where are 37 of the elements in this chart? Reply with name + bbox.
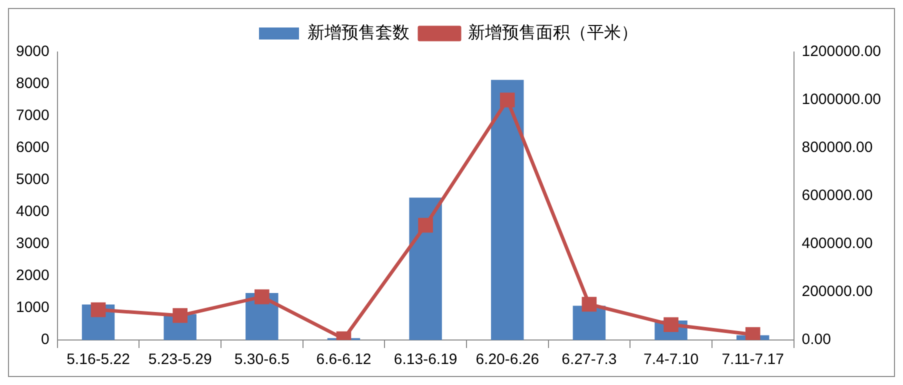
y-tick-label: 0	[41, 331, 50, 348]
point	[500, 92, 515, 108]
y-tick-label: 3000	[16, 235, 50, 252]
y2-tick-label: 600000.00	[802, 187, 873, 204]
x-tick-label: 6.6-6.12	[316, 351, 372, 368]
legend-label: 新增预售套数	[308, 23, 410, 42]
x-tick-label: 6.13-6.19	[394, 351, 458, 368]
x-tick-label: 6.27-7.3	[562, 351, 617, 368]
bar	[409, 198, 442, 340]
y2-tick-label: 1200000.00	[802, 43, 881, 60]
x-tick-label: 5.30-6.5	[234, 351, 290, 368]
point	[582, 296, 597, 312]
x-tick-label: 6.20-6.26	[476, 351, 540, 368]
y-tick-label: 2000	[16, 267, 50, 284]
point	[745, 327, 760, 340]
y-tick-label: 8000	[16, 75, 50, 92]
point	[418, 218, 433, 233]
y-tick-label: 1000	[16, 299, 50, 316]
y-tick-label: 7000	[16, 107, 50, 124]
y2-tick-label: 200000.00	[802, 283, 873, 300]
y-tick-label: 9000	[16, 43, 50, 60]
x-tick-label: 7.11-7.17	[722, 351, 784, 368]
y2-tick-label: 800000.00	[802, 139, 873, 156]
bar	[491, 80, 524, 340]
y2-tick-label: 0.00	[802, 331, 831, 348]
point	[172, 308, 188, 323]
y2-tick-label: 400000.00	[802, 235, 873, 252]
x-tick-label: 7.4-7.10	[644, 351, 699, 368]
y-tick-label: 5000	[16, 171, 50, 188]
y-tick-label: 6000	[16, 139, 50, 156]
y2-tick-label: 1000000.00	[802, 91, 881, 108]
point	[90, 302, 106, 318]
legend-label: 新增预售面积（平米）	[468, 23, 638, 42]
point	[254, 289, 270, 304]
x-tick-label: 5.16-5.22	[66, 351, 130, 368]
x-tick-label: 5.23-5.29	[148, 351, 212, 368]
y-tick-label: 4000	[16, 203, 50, 220]
